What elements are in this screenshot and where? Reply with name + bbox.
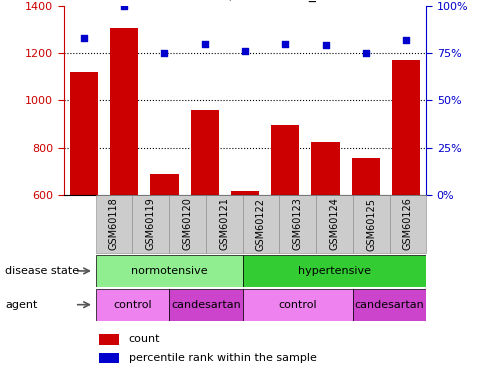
- Point: [241, 48, 249, 54]
- Bar: [191, 110, 219, 337]
- Text: GSM60125: GSM60125: [366, 198, 376, 250]
- Text: GSM60119: GSM60119: [146, 198, 156, 250]
- Bar: [110, 28, 138, 337]
- Text: normotensive: normotensive: [131, 266, 207, 276]
- Point: [120, 3, 128, 9]
- Bar: [243, 289, 353, 321]
- Point: [80, 35, 88, 41]
- Bar: [353, 195, 390, 253]
- Text: control: control: [113, 300, 151, 310]
- Bar: [132, 195, 169, 253]
- Bar: [169, 289, 243, 321]
- Bar: [392, 60, 420, 337]
- Point: [321, 42, 329, 48]
- Bar: [169, 195, 206, 253]
- Bar: [96, 255, 243, 287]
- Bar: [316, 195, 353, 253]
- Text: control: control: [278, 300, 317, 310]
- Bar: [353, 289, 426, 321]
- Text: GSM60123: GSM60123: [293, 198, 303, 250]
- Point: [362, 50, 370, 56]
- Text: GSM60121: GSM60121: [219, 198, 229, 250]
- Point: [201, 40, 209, 46]
- Text: agent: agent: [5, 300, 37, 310]
- Point: [402, 37, 410, 43]
- Bar: [70, 72, 98, 337]
- Bar: [206, 195, 243, 253]
- Bar: [352, 158, 380, 337]
- Text: percentile rank within the sample: percentile rank within the sample: [128, 353, 317, 363]
- Text: disease state: disease state: [5, 266, 79, 276]
- Text: GSM60118: GSM60118: [109, 198, 119, 250]
- Bar: [271, 125, 299, 337]
- Point: [161, 50, 169, 56]
- Bar: [96, 195, 132, 253]
- Bar: [96, 289, 169, 321]
- Text: candesartan: candesartan: [355, 300, 424, 310]
- Point: [281, 40, 289, 46]
- Bar: [279, 195, 316, 253]
- Text: candesartan: candesartan: [171, 300, 241, 310]
- Bar: [99, 353, 119, 363]
- Bar: [312, 142, 340, 337]
- Text: count: count: [128, 334, 160, 344]
- Text: hypertensive: hypertensive: [298, 266, 371, 276]
- Bar: [231, 192, 259, 337]
- Bar: [150, 174, 178, 337]
- Text: GSM60126: GSM60126: [403, 198, 413, 250]
- Text: GSM60124: GSM60124: [329, 198, 340, 250]
- Bar: [243, 255, 426, 287]
- Title: GDS2070 / AF058795_at: GDS2070 / AF058795_at: [160, 0, 330, 2]
- Bar: [99, 334, 119, 345]
- Text: GSM60120: GSM60120: [182, 198, 193, 250]
- Bar: [390, 195, 426, 253]
- Bar: [243, 195, 279, 253]
- Text: GSM60122: GSM60122: [256, 198, 266, 250]
